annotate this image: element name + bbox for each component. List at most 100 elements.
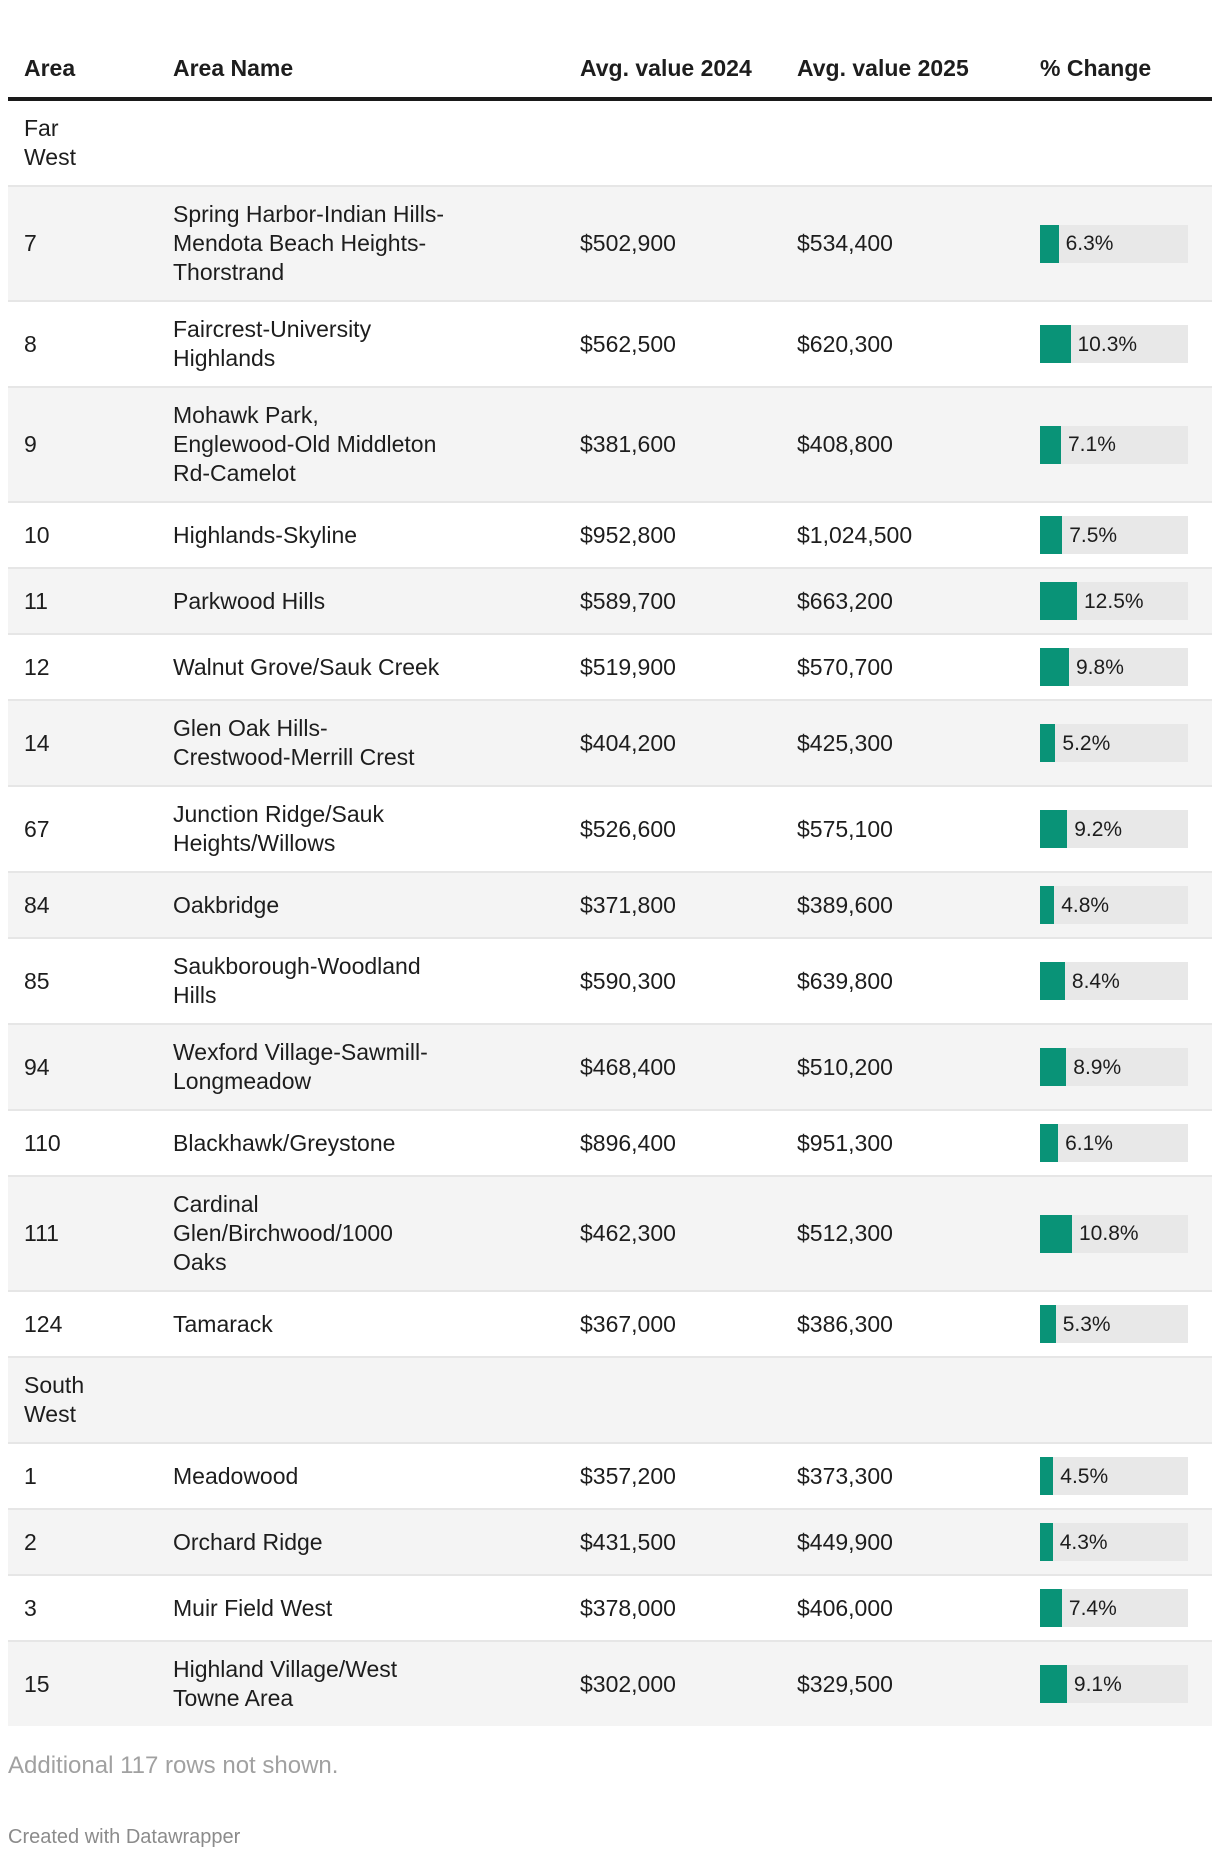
table-row: 12 Walnut Grove/Sauk Creek $519,900 $570,70… xyxy=(8,634,1212,700)
table-row: 84 Oakbridge $371,800 $389,600 4.8% xyxy=(8,872,1212,938)
value-2025-cell: $406,000 xyxy=(797,1594,893,1621)
pct-bar-fill xyxy=(1040,1214,1072,1253)
col-header-pct-change: % Change xyxy=(1030,14,1212,101)
group-cell: Far West xyxy=(8,99,1212,186)
table-row: 110 Blackhawk/Greystone $896,400 $951,300 6.… xyxy=(8,1110,1212,1176)
area-name: Walnut Grove/Sauk Creek xyxy=(173,653,440,680)
value-2024-cell: $952,800 xyxy=(580,521,676,548)
pct-bar-fill xyxy=(1040,1665,1067,1703)
area-name-cell: Orchard Ridge xyxy=(163,1509,570,1575)
pct-bar: 4.8% xyxy=(1040,886,1188,924)
pct-change-cell: 12.5% xyxy=(1030,568,1212,634)
value-2024-cell: $526,600 xyxy=(580,815,676,842)
pct-bar: 5.2% xyxy=(1040,724,1188,762)
area-cell: 14 xyxy=(24,729,50,756)
area-name-cell: Meadowood xyxy=(163,1443,570,1509)
value-2025-cell: $425,300 xyxy=(797,729,893,756)
area-name-cell: Highland Village/West Towne Area xyxy=(163,1641,570,1726)
pct-bar-fill xyxy=(1040,886,1055,924)
table-row: 124 Tamarack $367,000 $386,300 5.3% xyxy=(8,1291,1212,1357)
pct-change-cell: 9.1% xyxy=(1030,1641,1212,1726)
pct-bar: 7.1% xyxy=(1040,425,1188,464)
pct-bar-label: 5.2% xyxy=(1062,731,1111,755)
area-cell: 124 xyxy=(24,1310,63,1337)
pct-change-cell: 10.8% xyxy=(1030,1176,1212,1291)
area-cell: 11 xyxy=(24,587,48,614)
pct-bar-label: 10.3% xyxy=(1077,332,1138,356)
value-2024-cell: $367,000 xyxy=(580,1310,676,1337)
pct-change-cell: 9.8% xyxy=(1030,634,1212,700)
pct-change-cell: 8.4% xyxy=(1030,938,1212,1024)
value-2024-cell: $357,200 xyxy=(580,1462,676,1489)
area-cell: 67 xyxy=(24,815,50,842)
pct-bar: 10.3% xyxy=(1040,325,1188,363)
col-header-avg-2024: Avg. value 2024 xyxy=(570,14,787,101)
pct-bar-fill xyxy=(1040,648,1069,686)
value-2025-cell: $534,400 xyxy=(797,230,893,256)
area-name-cell: Wexford Village-Sawmill-Longmeadow xyxy=(163,1024,570,1110)
pct-bar-fill xyxy=(1040,516,1063,554)
area-name: Mohawk Park, Englewood-Old Middleton Rd-… xyxy=(173,402,437,486)
area-cell: 15 xyxy=(24,1670,50,1697)
pct-bar-label: 7.5% xyxy=(1069,523,1118,547)
area-cell: 110 xyxy=(24,1129,61,1156)
pct-bar-fill xyxy=(1040,724,1056,762)
pct-change-cell: 5.3% xyxy=(1030,1291,1212,1357)
pct-change-cell: 7.4% xyxy=(1030,1575,1212,1641)
value-2024-cell: $462,300 xyxy=(580,1220,676,1246)
value-2025-cell: $663,200 xyxy=(797,587,893,614)
value-2025-cell: $575,100 xyxy=(797,815,893,842)
area-name: Tamarack xyxy=(173,1310,273,1337)
area-name: Spring Harbor-Indian Hills-Mendota Beach… xyxy=(173,201,444,285)
area-name-cell: Spring Harbor-Indian Hills-Mendota Beach… xyxy=(163,186,570,301)
pct-bar: 4.5% xyxy=(1040,1457,1188,1495)
pct-change-cell: 7.5% xyxy=(1030,502,1212,568)
value-2025-cell: $570,700 xyxy=(797,653,893,680)
pct-bar-fill xyxy=(1040,810,1068,848)
pct-change-cell: 9.2% xyxy=(1030,786,1212,872)
datawrapper-credit: Created with Datawrapper xyxy=(8,1826,241,1848)
pct-change-cell: 6.1% xyxy=(1030,1110,1212,1176)
value-2025-cell: $373,300 xyxy=(797,1462,893,1489)
pct-bar-label: 4.5% xyxy=(1060,1464,1109,1488)
area-name: Wexford Village-Sawmill-Longmeadow xyxy=(173,1039,428,1094)
area-name-cell: Blackhawk/Greystone xyxy=(163,1110,570,1176)
pct-change-cell: 4.3% xyxy=(1030,1509,1212,1575)
pct-change-cell: 7.1% xyxy=(1030,387,1212,502)
table-row: 14 Glen Oak Hills-Crestwood-Merrill Crest… xyxy=(8,700,1212,786)
pct-bar-fill xyxy=(1040,1457,1054,1495)
header-row: Area Area Name Avg. value 2024 Avg. valu… xyxy=(8,14,1212,101)
table-row: 9 Mohawk Park, Englewood-Old Middleton Rd… xyxy=(8,387,1212,502)
pct-bar-fill xyxy=(1040,1048,1067,1086)
table-header: Area Area Name Avg. value 2024 Avg. valu… xyxy=(8,14,1212,101)
pct-bar-label: 12.5% xyxy=(1084,589,1144,613)
pct-bar-label: 9.8% xyxy=(1076,655,1124,679)
table-row: 1 Meadowood $357,200 $373,300 4.5% xyxy=(8,1443,1212,1509)
value-2024-cell: $590,300 xyxy=(580,967,676,994)
area-cell: 111 xyxy=(24,1220,59,1246)
pct-bar: 9.8% xyxy=(1040,648,1188,686)
pct-bar-label: 4.3% xyxy=(1059,1530,1108,1554)
value-2024-cell: $381,600 xyxy=(580,431,676,457)
pct-bar: 10.8% xyxy=(1040,1214,1188,1253)
area-name: Highland Village/West Towne Area xyxy=(173,1656,398,1711)
value-2025-cell: $408,800 xyxy=(797,431,893,457)
pct-bar-label: 10.8% xyxy=(1079,1222,1139,1245)
value-2024-cell: $371,800 xyxy=(580,891,676,918)
area-name: Orchard Ridge xyxy=(173,1528,323,1555)
pct-bar-fill xyxy=(1040,962,1065,1000)
table-row: 94 Wexford Village-Sawmill-Longmeadow $468… xyxy=(8,1024,1212,1110)
pct-bar: 8.4% xyxy=(1040,962,1188,1000)
value-2024-cell: $589,700 xyxy=(580,587,676,614)
pct-change-cell: 4.8% xyxy=(1030,872,1212,938)
area-name: Saukborough-Woodland Hills xyxy=(173,953,421,1008)
area-name-cell: Walnut Grove/Sauk Creek xyxy=(163,634,570,700)
group-row: South West xyxy=(8,1357,1212,1443)
area-name: Parkwood Hills xyxy=(173,587,326,614)
table-row: 111 Cardinal Glen/Birchwood/1000 Oaks $462… xyxy=(8,1176,1212,1291)
value-2025-cell: $639,800 xyxy=(797,967,893,994)
value-2024-cell: $404,200 xyxy=(580,729,676,756)
value-2025-cell: $386,300 xyxy=(797,1310,893,1337)
pct-bar-label: 7.1% xyxy=(1068,433,1116,456)
area-cell: 3 xyxy=(24,1594,37,1621)
